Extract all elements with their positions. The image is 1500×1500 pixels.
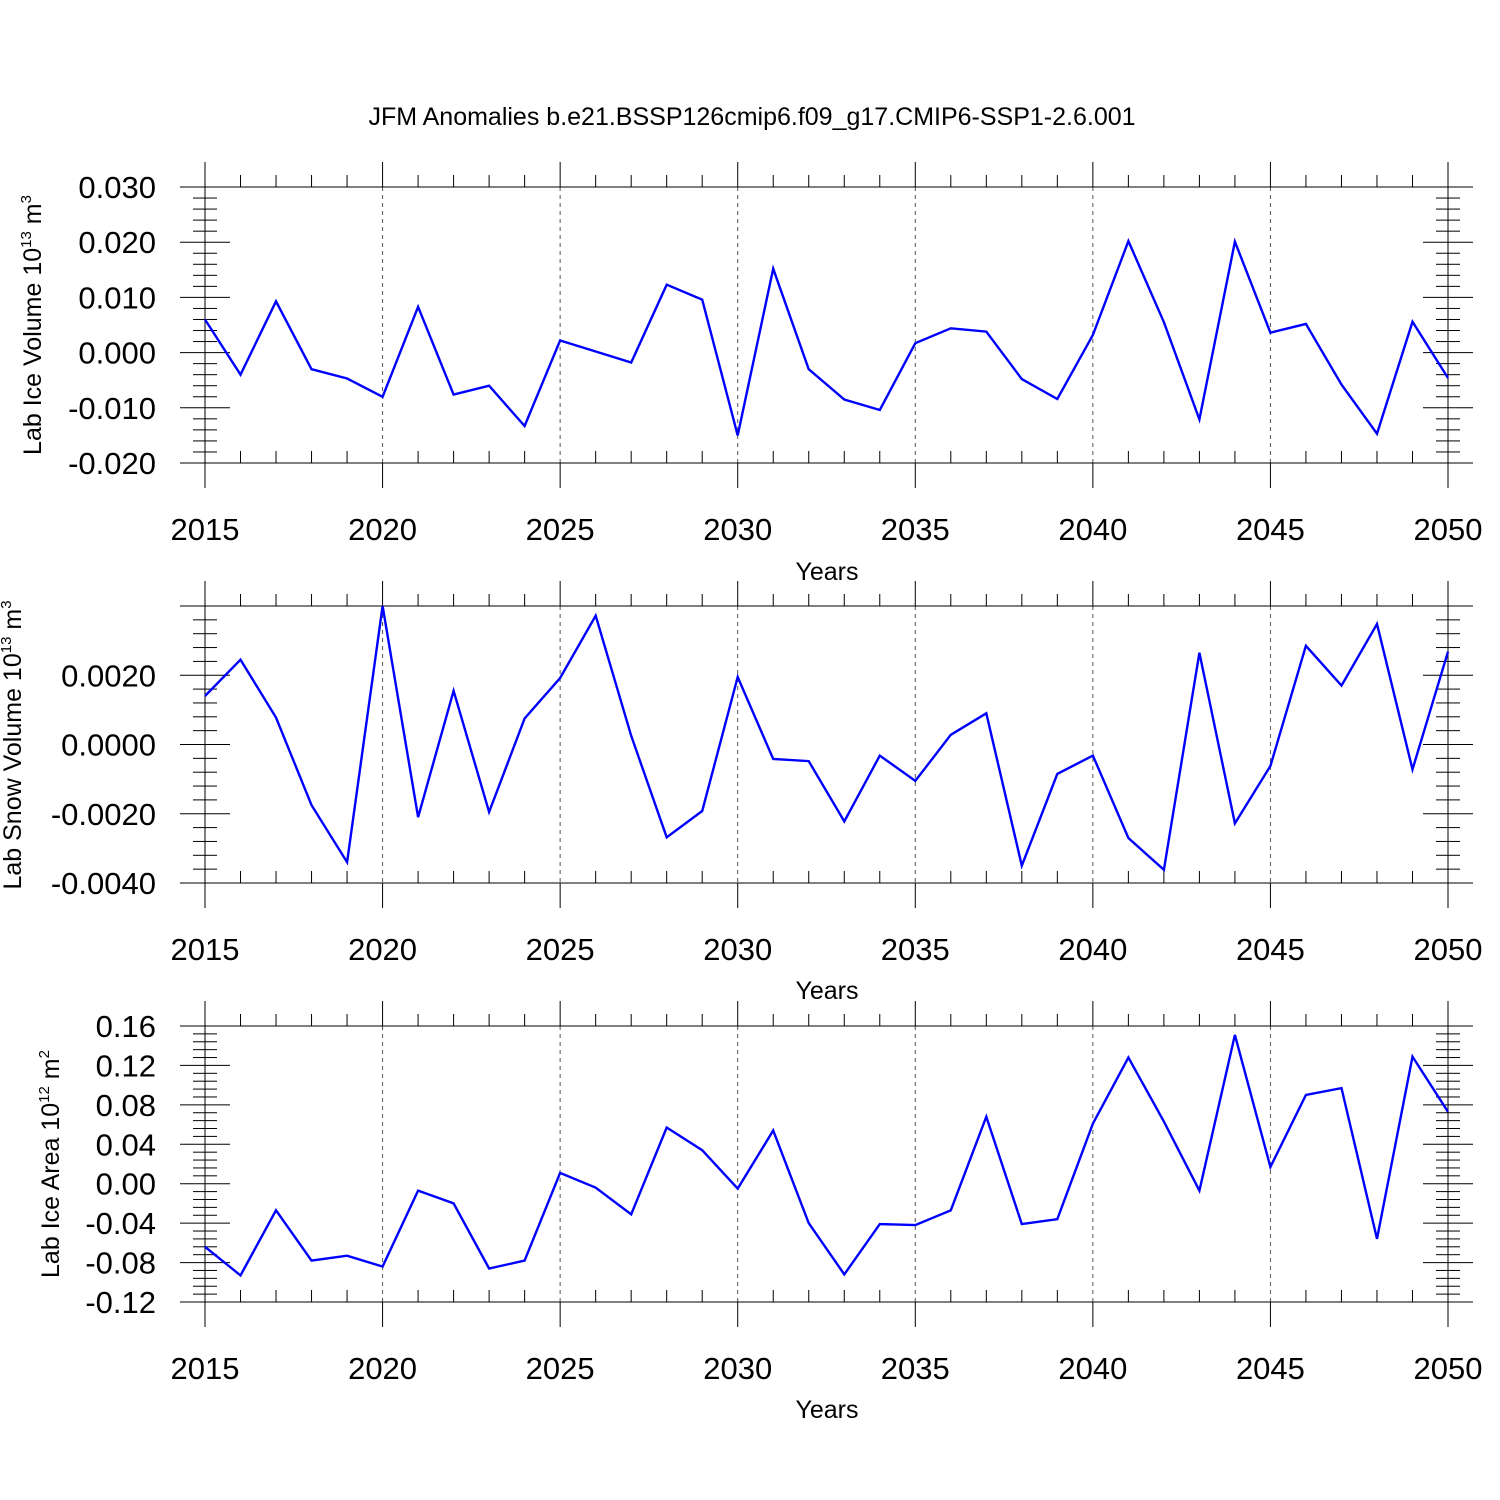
x-tick-label: 2035 [881,512,950,547]
x-tick-label: 2045 [1236,932,1305,967]
y-tick-label: 0.030 [78,170,156,205]
y-tick-label: 0.04 [96,1127,156,1162]
x-tick-label: 2050 [1414,512,1483,547]
x-tick-label: 2040 [1058,512,1127,547]
x-tick-label: 2025 [526,1351,595,1386]
y-tick-label: -0.0020 [51,797,156,832]
x-tick-label: 2020 [348,932,417,967]
x-tick-label: 2015 [171,512,240,547]
y-tick-label: 0.020 [78,225,156,260]
y-tick-label: -0.020 [68,446,156,481]
x-tick-label: 2025 [526,512,595,547]
y-tick-label: -0.0040 [51,866,156,901]
x-axis-title: Years [795,977,858,1005]
x-tick-label: 2045 [1236,512,1305,547]
panel-3: 2015 2020 2025 2030 2035 2040 2045 2050 -0.12 -0.… [36,1001,1482,1424]
x-axis-title: Years [795,1396,858,1424]
x-tick-label: 2030 [703,932,772,967]
y-tick-label: 0.0020 [61,658,156,693]
y-tick-label: 0.16 [96,1009,156,1044]
x-tick-label: 2025 [526,932,595,967]
x-tick-label: 2040 [1058,1351,1127,1386]
x-tick-label: 2035 [881,932,950,967]
x-tick-label: 2040 [1058,932,1127,967]
x-tick-label: 2030 [703,512,772,547]
y-tick-label: 0.00 [96,1167,156,1202]
y-tick-label: 0.000 [78,336,156,371]
series-line [204,1034,1450,1278]
x-tick-label: 2050 [1414,932,1483,967]
y-tick-label: 0.010 [78,280,156,315]
x-tick-label: 2030 [703,1351,772,1386]
x-tick-label: 2045 [1236,1351,1305,1386]
y-tick-label: -0.12 [85,1285,156,1320]
y-tick-label: -0.04 [85,1206,156,1241]
y-tick-label: 0.0000 [61,728,156,763]
y-axis-title: Lab Ice Volume 1013 m3 [18,195,47,455]
panel-1: 2015 2020 2025 2030 2035 2040 2045 2050 -0.020 -0… [18,162,1482,586]
y-axis-title: Lab Snow Volume 1013 m3 [0,600,27,889]
y-tick-label: 0.12 [96,1048,156,1083]
y-axis-title: Lab Ice Area 1012 m2 [36,1050,65,1278]
y-tick-label: -0.010 [68,391,156,426]
series-line [203,237,1450,437]
x-axis-title: Years [795,558,858,586]
x-tick-label: 2020 [348,1351,417,1386]
y-tick-label: 0.08 [96,1088,156,1123]
panel-2: 2015 2020 2025 2030 2035 2040 2045 2050 -0.0040 -… [0,581,1482,1005]
x-tick-label: 2035 [881,1351,950,1386]
series-line [204,605,1450,873]
x-tick-label: 2015 [171,1351,240,1386]
x-tick-label: 2015 [171,932,240,967]
chart-title: JFM Anomalies b.e21.BSSP126cmip6.f09_g17… [368,103,1135,131]
y-tick-label: -0.08 [85,1246,156,1281]
x-tick-label: 2020 [348,512,417,547]
x-tick-label: 2050 [1414,1351,1483,1386]
